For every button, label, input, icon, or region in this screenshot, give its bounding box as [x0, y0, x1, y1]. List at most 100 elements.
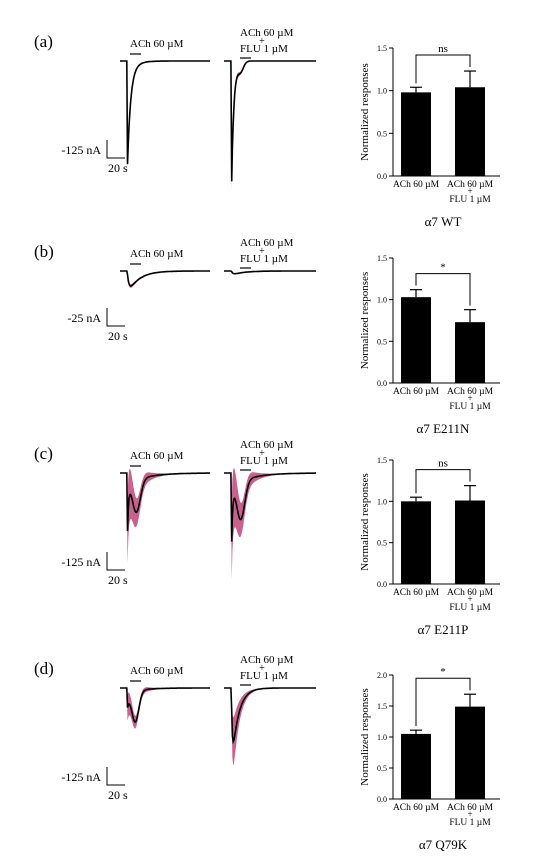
y-tick-label: 1.5 [377, 702, 387, 711]
y-tick-label: 0.5 [377, 337, 387, 346]
panel-caption: α7 Q79K [419, 837, 468, 852]
y-axis-label: Normalized responses [359, 63, 371, 160]
category-label-line2: FLU 1 µM [449, 402, 491, 412]
sem-band-trace-1 [120, 271, 210, 288]
panel-label: (b) [34, 242, 54, 261]
bar-1 [401, 733, 431, 799]
bar-1 [401, 92, 431, 176]
y-tick-label: 0.5 [377, 129, 387, 138]
bar-2 [455, 706, 485, 799]
bar-2 [455, 500, 485, 584]
significance-marker: * [440, 666, 446, 678]
scale-bar [106, 308, 125, 327]
y-axis-label: Normalized responses [359, 272, 371, 369]
y-tick-label: 1.5 [377, 254, 387, 263]
sem-band-trace-1 [120, 468, 210, 564]
drug-label-ach: ACh 60 µM [130, 248, 184, 260]
y-tick-label: 0.0 [377, 379, 387, 388]
current-trace-1 [120, 270, 210, 287]
y-tick-label: 0.0 [377, 172, 387, 181]
scale-bar [106, 552, 125, 571]
y-tick-label: 0.0 [377, 795, 387, 804]
scale-bar [106, 140, 125, 159]
significance-marker: ns [438, 43, 448, 55]
current-trace-2 [224, 60, 316, 182]
bar-2 [455, 322, 485, 383]
category-label-line1: ACh 60 µM [447, 180, 494, 190]
bar-1 [401, 501, 431, 584]
current-trace-1 [120, 687, 210, 724]
sem-band-trace-2 [224, 467, 316, 580]
panel-caption: α7 WT [425, 214, 462, 229]
y-tick-label: 1.0 [377, 497, 387, 506]
y-tick-label: 1.0 [377, 296, 387, 305]
category-label-line2: FLU 1 µM [449, 603, 491, 613]
scale-current-label: -125 nA [61, 770, 101, 784]
current-trace-1 [120, 472, 210, 532]
y-tick-label: 2.0 [377, 671, 387, 680]
panel-label: (c) [34, 444, 53, 463]
bar-1 [401, 297, 431, 383]
drug-label-combo-line1: ACh 60 µM [240, 439, 294, 451]
category-label-line2: FLU 1 µM [449, 195, 491, 205]
category-label-line1: ACh 60 µM [393, 180, 440, 190]
drug-label-combo-line1: ACh 60 µM [240, 27, 294, 39]
drug-label-combo-plus: + [259, 448, 265, 459]
scale-current-label: -125 nA [61, 143, 101, 157]
category-label-line2: FLU 1 µM [449, 818, 491, 828]
drug-label-combo-line1: ACh 60 µM [240, 654, 294, 666]
scale-current-label: -125 nA [61, 555, 101, 569]
y-tick-label: 1.0 [377, 733, 387, 742]
significance-marker: ns [438, 458, 448, 470]
y-tick-label: 0.5 [377, 539, 387, 548]
bar-chart: 0.0 0.5 1.0 1.5 Normalized responses ACh 60 µ… [359, 254, 500, 412]
y-tick-label: 0.5 [377, 764, 387, 773]
sem-band-trace-1 [120, 687, 210, 729]
category-label-plus: + [467, 393, 472, 403]
y-tick-label: 1.5 [377, 44, 387, 53]
panel-label: (d) [34, 659, 54, 678]
sem-band-trace-2 [224, 60, 316, 190]
category-label-line1: ACh 60 µM [447, 387, 494, 397]
drug-label-ach: ACh 60 µM [130, 665, 184, 677]
scale-time-label: 20 s [108, 329, 128, 343]
significance-bracket [415, 273, 471, 306]
drug-label-combo-line2: FLU 1 µM [240, 43, 288, 55]
category-label-line1: ACh 60 µM [447, 803, 494, 813]
panel-label: (a) [34, 32, 53, 51]
current-trace-1 [120, 60, 210, 165]
significance-bracket [415, 677, 471, 727]
current-trace-2 [224, 270, 316, 275]
significance-bracket [415, 469, 471, 494]
drug-label-combo-line2: FLU 1 µM [240, 455, 288, 467]
category-label-line1: ACh 60 µM [393, 803, 440, 813]
category-label-plus: + [467, 186, 472, 196]
drug-label-combo-line1: ACh 60 µM [240, 237, 294, 249]
significance-marker: * [440, 262, 446, 274]
category-label-line1: ACh 60 µM [393, 387, 440, 397]
drug-label-ach: ACh 60 µM [130, 450, 184, 462]
panel-caption: α7 E211P [418, 622, 469, 637]
y-tick-label: 1.0 [377, 87, 387, 96]
current-trace-2 [224, 472, 316, 542]
category-label-line1: ACh 60 µM [393, 588, 440, 598]
scale-time-label: 20 s [108, 788, 128, 802]
scale-bar [106, 767, 125, 786]
category-label-plus: + [467, 594, 472, 604]
current-trace-2 [224, 687, 316, 745]
bar-chart: 0.0 0.5 1.0 1.5 Normalized responses ACh 60 µ… [359, 456, 500, 613]
significance-bracket [415, 54, 471, 84]
drug-label-combo-plus: + [259, 36, 265, 47]
drug-label-combo-line2: FLU 1 µM [240, 670, 288, 682]
drug-label-combo-plus: + [259, 663, 265, 674]
drug-label-ach: ACh 60 µM [130, 38, 184, 50]
y-tick-label: 0.0 [377, 580, 387, 589]
y-tick-label: 1.5 [377, 456, 387, 465]
drug-label-combo-line2: FLU 1 µM [240, 253, 288, 265]
sem-band-trace-2 [224, 688, 316, 766]
